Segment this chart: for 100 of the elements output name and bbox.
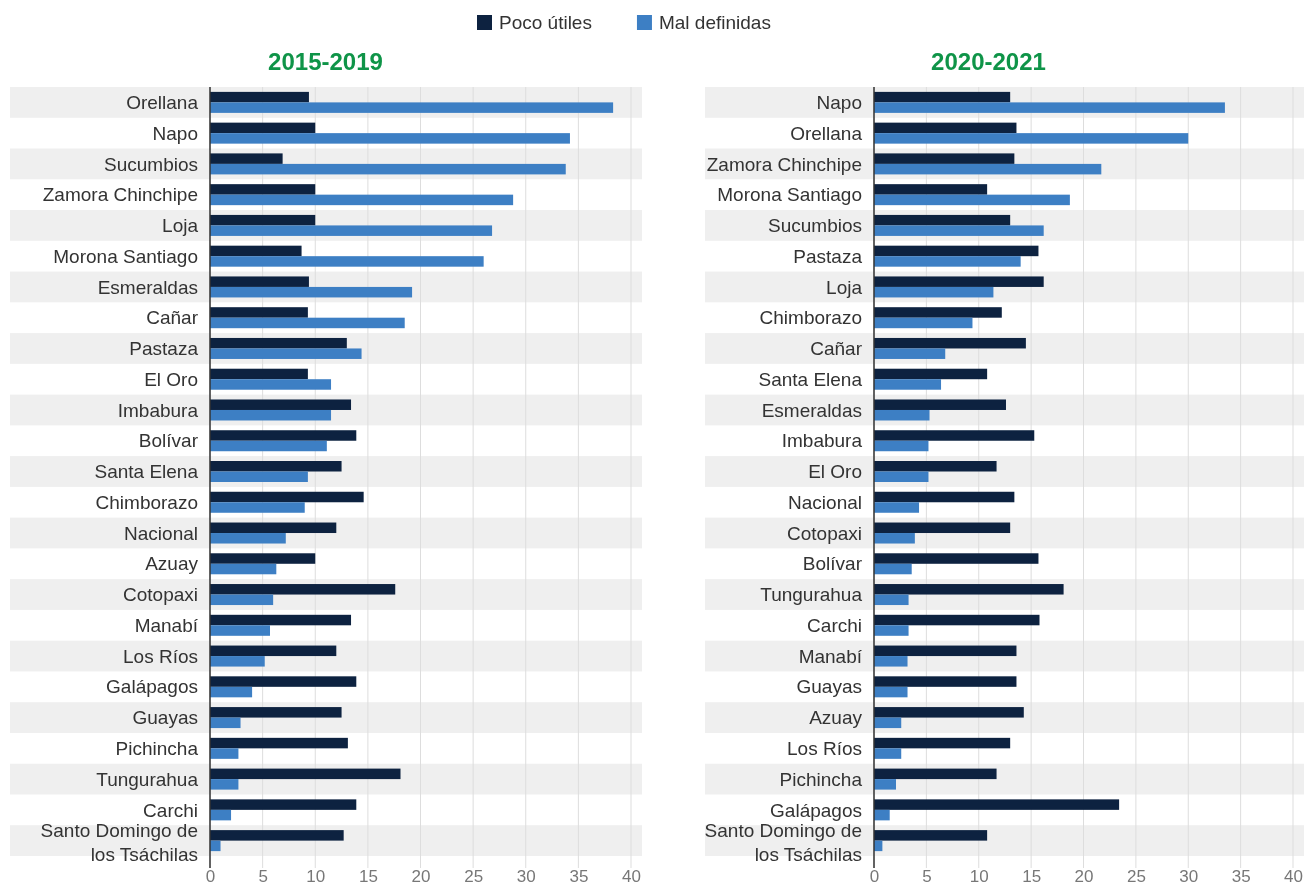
y-tick-label: Pichincha bbox=[115, 737, 199, 759]
bar bbox=[210, 214, 316, 226]
bar bbox=[874, 614, 1040, 626]
bar bbox=[874, 276, 1044, 287]
bar bbox=[210, 768, 401, 780]
y-tick-label: Guayas bbox=[132, 707, 198, 729]
bar bbox=[874, 122, 1017, 134]
bar bbox=[874, 153, 1015, 164]
y-tick-label: El Oro bbox=[808, 461, 862, 483]
x-tick-label: 35 bbox=[1231, 867, 1251, 887]
bar bbox=[210, 348, 362, 359]
bar bbox=[210, 337, 347, 349]
bar bbox=[210, 779, 239, 790]
y-tick-label: Zamora Chinchipe bbox=[42, 184, 198, 206]
y-tick-label: Galápagos bbox=[106, 676, 198, 698]
x-tick-label: 30 bbox=[1179, 867, 1199, 887]
bar bbox=[210, 461, 342, 472]
bar bbox=[210, 368, 308, 380]
x-tick-label: 15 bbox=[1022, 867, 1042, 887]
bar bbox=[874, 768, 997, 780]
y-tick-label: Santo Domingo de los Tsáchilas bbox=[40, 819, 198, 865]
bar bbox=[210, 133, 570, 144]
bar bbox=[874, 676, 1017, 687]
bar bbox=[210, 707, 342, 718]
bar bbox=[874, 779, 896, 790]
bar bbox=[874, 409, 930, 421]
y-tick-label: Sucumbios bbox=[768, 215, 862, 237]
bar bbox=[874, 307, 1002, 318]
bar bbox=[874, 286, 994, 298]
y-tick-label: Morona Santiago bbox=[53, 245, 198, 267]
bar bbox=[874, 799, 1120, 810]
bar bbox=[874, 491, 1015, 503]
bar bbox=[210, 830, 344, 841]
x-tick-label: 20 bbox=[1074, 867, 1094, 887]
x-tick-label: 35 bbox=[569, 867, 589, 887]
chart-title: 2020-2021 bbox=[931, 48, 1046, 75]
y-tick-label: Napo bbox=[816, 92, 862, 114]
bar bbox=[210, 748, 239, 759]
bar bbox=[210, 379, 332, 390]
y-tick-label: Cotopaxi bbox=[123, 584, 198, 606]
bar bbox=[874, 214, 1011, 226]
y-tick-label: Zamora Chinchipe bbox=[706, 153, 862, 175]
y-tick-label: Carchi bbox=[807, 614, 862, 636]
y-tick-label: Cañar bbox=[810, 338, 863, 360]
bar bbox=[874, 317, 973, 329]
bar bbox=[874, 256, 1021, 267]
bar bbox=[874, 430, 1035, 441]
bar bbox=[874, 471, 929, 482]
bar bbox=[210, 717, 241, 729]
y-tick-label: Cotopaxi bbox=[787, 522, 862, 544]
y-tick-label: Chimborazo bbox=[95, 491, 198, 513]
bar bbox=[210, 91, 309, 103]
y-tick-label: Manabí bbox=[134, 614, 199, 636]
bar bbox=[210, 245, 302, 257]
y-tick-label: Cañar bbox=[146, 307, 199, 329]
bar bbox=[874, 645, 1017, 657]
bar bbox=[210, 122, 316, 134]
x-tick-label: 20 bbox=[411, 867, 431, 887]
bar bbox=[874, 461, 997, 472]
bar bbox=[210, 491, 364, 503]
x-tick-label: 25 bbox=[464, 867, 484, 887]
bar bbox=[874, 625, 909, 636]
y-tick-label: Tungurahua bbox=[760, 584, 863, 606]
x-tick-label: 40 bbox=[1284, 867, 1303, 887]
y-tick-label: Loja bbox=[826, 276, 863, 298]
y-tick-label: Pastaza bbox=[129, 338, 199, 360]
bar bbox=[210, 471, 308, 482]
bar bbox=[210, 625, 270, 636]
bar bbox=[210, 440, 327, 452]
y-tick-label: Guayas bbox=[796, 676, 862, 698]
y-tick-label: Tungurahua bbox=[96, 768, 199, 790]
x-tick-label: 40 bbox=[622, 867, 641, 887]
bar bbox=[210, 614, 352, 626]
bar bbox=[874, 717, 902, 729]
bar bbox=[210, 225, 493, 236]
bar bbox=[210, 594, 274, 606]
x-tick-label: 0 bbox=[869, 867, 880, 887]
y-tick-label: Esmeraldas bbox=[761, 399, 862, 421]
bar bbox=[874, 337, 1026, 349]
y-tick-label: Bolívar bbox=[802, 553, 863, 575]
bar bbox=[210, 317, 405, 329]
bar bbox=[874, 225, 1044, 236]
bar bbox=[210, 563, 277, 575]
bar bbox=[210, 584, 396, 595]
x-tick-label: 10 bbox=[306, 867, 326, 887]
y-tick-label: Azuay bbox=[145, 553, 199, 575]
x-tick-label: 5 bbox=[258, 867, 268, 887]
y-tick-label: Bolívar bbox=[138, 430, 199, 452]
bar bbox=[210, 163, 566, 175]
bar bbox=[210, 553, 316, 564]
bar bbox=[210, 307, 308, 318]
y-tick-label: Morona Santiago bbox=[717, 184, 862, 206]
bar bbox=[210, 430, 357, 441]
y-tick-label: Los Ríos bbox=[123, 645, 198, 667]
legend-label: Poco útiles bbox=[499, 12, 592, 33]
x-tick-label: 0 bbox=[205, 867, 216, 887]
y-tick-label: El Oro bbox=[144, 368, 198, 390]
bar bbox=[874, 399, 1006, 410]
bar bbox=[874, 522, 1011, 534]
y-tick-label: Loja bbox=[162, 215, 199, 237]
